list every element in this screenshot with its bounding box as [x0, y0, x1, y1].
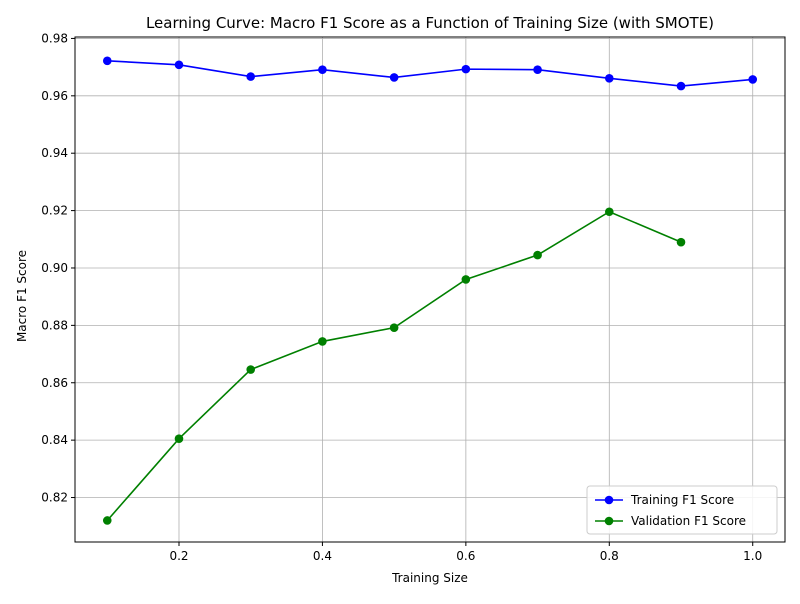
data-point — [604, 74, 614, 83]
series-layer — [102, 56, 758, 525]
legend-item: Validation F1 Score — [595, 514, 746, 528]
series-validation — [102, 207, 686, 525]
y-tick-label: 0.86 — [41, 376, 68, 390]
data-point — [246, 365, 256, 374]
series-training — [102, 56, 758, 91]
y-tick-label: 0.98 — [41, 31, 68, 45]
axes: 0.2 0.4 0.6 0.8 1.0 0.82 0.84 0.86 0.88 0.90 0.92 0… — [41, 31, 786, 563]
data-point — [604, 207, 614, 217]
x-tick-label: 0.4 — [313, 549, 332, 563]
y-tick-label: 0.96 — [41, 89, 68, 103]
legend-marker — [604, 516, 614, 526]
y-tick-label: 0.84 — [41, 433, 68, 447]
legend-item: Training F1 Score — [595, 493, 734, 507]
y-tick-label: 0.94 — [41, 146, 68, 160]
chart-title: Learning Curve: Macro F1 Score as a Func… — [146, 14, 714, 32]
data-point — [318, 65, 327, 75]
y-tick-label: 0.90 — [41, 261, 68, 275]
y-tick-label: 0.82 — [41, 491, 68, 505]
grid — [75, 37, 785, 542]
data-point — [533, 65, 542, 75]
legend-label: Validation F1 Score — [631, 514, 746, 528]
x-tick-label: 1.0 — [743, 549, 762, 563]
data-point — [389, 73, 399, 82]
data-point — [102, 516, 112, 525]
data-point — [389, 323, 399, 332]
series-line — [107, 60, 753, 87]
data-point — [533, 250, 542, 260]
data-point — [748, 75, 758, 84]
x-tick-label: 0.2 — [169, 549, 188, 563]
x-axis-title: Training Size — [391, 571, 468, 585]
data-point — [174, 434, 184, 444]
x-tick-label: 0.6 — [456, 549, 475, 563]
legend-marker — [604, 495, 614, 505]
data-point — [318, 337, 327, 346]
legend-box — [586, 485, 778, 535]
legend: Training F1 Score Validation F1 Score — [586, 485, 778, 535]
data-point — [676, 237, 686, 247]
data-point — [461, 64, 471, 74]
data-point — [102, 56, 112, 66]
data-point — [461, 275, 471, 284]
data-point — [676, 81, 686, 91]
y-axis-title: Macro F1 Score — [15, 250, 29, 342]
plot-frame — [74, 36, 786, 543]
y-tick-label: 0.88 — [41, 318, 68, 332]
legend-label: Training F1 Score — [630, 493, 734, 507]
x-tick-label: 0.8 — [600, 549, 619, 563]
data-point — [174, 60, 184, 70]
y-tick-label: 0.92 — [41, 204, 68, 218]
data-point — [246, 72, 256, 81]
